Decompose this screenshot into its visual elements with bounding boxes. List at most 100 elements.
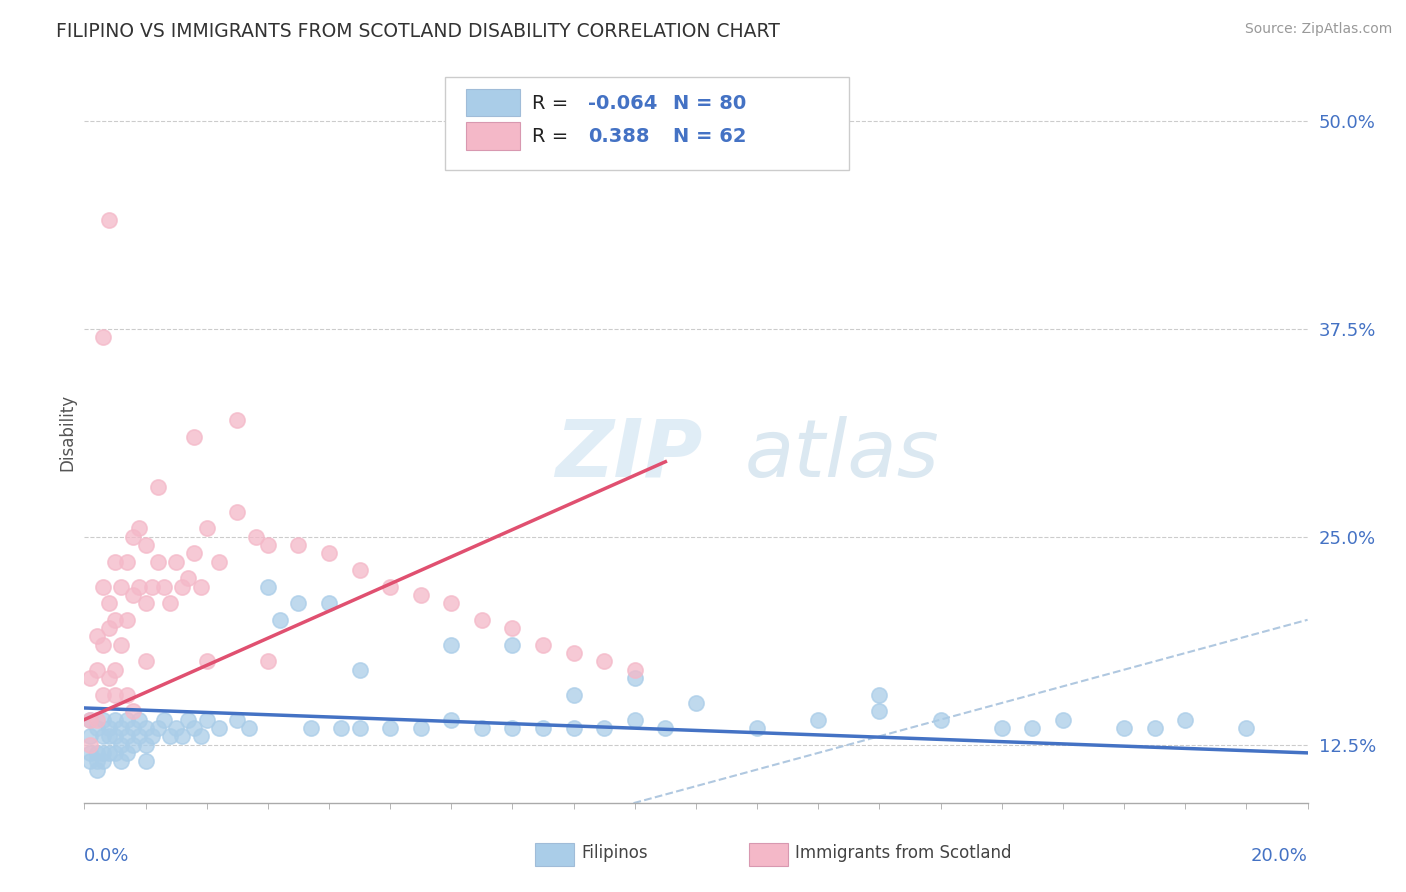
- Point: [287, 538, 309, 552]
- Point: [97, 729, 120, 743]
- Point: [115, 613, 138, 627]
- Point: [79, 713, 101, 727]
- Point: [624, 663, 647, 677]
- Text: N = 80: N = 80: [672, 94, 747, 112]
- Point: [1114, 721, 1136, 735]
- FancyBboxPatch shape: [446, 78, 849, 169]
- Point: [177, 713, 200, 727]
- Point: [110, 580, 132, 594]
- Point: [1021, 721, 1043, 735]
- Point: [97, 721, 120, 735]
- Point: [269, 613, 291, 627]
- Point: [172, 580, 194, 594]
- Point: [122, 530, 145, 544]
- Point: [654, 721, 676, 735]
- Point: [104, 746, 127, 760]
- Point: [115, 713, 138, 727]
- Point: [195, 713, 218, 727]
- Text: Filipinos: Filipinos: [581, 844, 648, 863]
- Point: [238, 721, 260, 735]
- Point: [562, 721, 585, 735]
- Point: [208, 721, 231, 735]
- Point: [86, 754, 108, 768]
- Point: [409, 721, 432, 735]
- Point: [929, 713, 952, 727]
- Point: [562, 646, 585, 660]
- Text: 0.388: 0.388: [588, 127, 650, 146]
- Point: [471, 613, 494, 627]
- Point: [226, 713, 249, 727]
- Point: [153, 713, 176, 727]
- Point: [531, 721, 554, 735]
- Point: [807, 713, 830, 727]
- Point: [104, 729, 127, 743]
- Point: [165, 721, 187, 735]
- Point: [91, 330, 114, 344]
- Point: [287, 596, 309, 610]
- FancyBboxPatch shape: [465, 89, 520, 117]
- Point: [318, 546, 340, 560]
- Point: [128, 521, 150, 535]
- Point: [1052, 713, 1074, 727]
- Point: [146, 721, 169, 735]
- Text: FILIPINO VS IMMIGRANTS FROM SCOTLAND DISABILITY CORRELATION CHART: FILIPINO VS IMMIGRANTS FROM SCOTLAND DIS…: [56, 22, 780, 41]
- Point: [141, 729, 163, 743]
- Text: R =: R =: [531, 94, 575, 112]
- Point: [440, 713, 463, 727]
- Point: [122, 738, 145, 752]
- Point: [502, 638, 524, 652]
- Point: [86, 721, 108, 735]
- Point: [195, 654, 218, 668]
- Point: [562, 688, 585, 702]
- Point: [104, 663, 127, 677]
- FancyBboxPatch shape: [748, 843, 787, 866]
- Point: [190, 580, 212, 594]
- Point: [122, 704, 145, 718]
- Point: [245, 530, 267, 544]
- Point: [226, 413, 249, 427]
- Point: [91, 746, 114, 760]
- Point: [135, 754, 157, 768]
- Point: [110, 738, 132, 752]
- Point: [409, 588, 432, 602]
- Point: [991, 721, 1014, 735]
- Point: [257, 538, 280, 552]
- Point: [159, 596, 181, 610]
- Point: [1234, 721, 1257, 735]
- Point: [869, 704, 891, 718]
- Point: [128, 729, 150, 743]
- Point: [330, 721, 353, 735]
- Point: [79, 738, 101, 752]
- Point: [141, 580, 163, 594]
- Point: [318, 596, 340, 610]
- Point: [86, 746, 108, 760]
- FancyBboxPatch shape: [465, 122, 520, 150]
- Point: [1174, 713, 1197, 727]
- Point: [115, 729, 138, 743]
- Text: ZIP: ZIP: [555, 416, 703, 494]
- Point: [471, 721, 494, 735]
- Point: [135, 596, 157, 610]
- Point: [86, 713, 108, 727]
- Point: [502, 721, 524, 735]
- Point: [624, 671, 647, 685]
- Point: [165, 555, 187, 569]
- Point: [128, 580, 150, 594]
- Point: [593, 721, 616, 735]
- Point: [349, 721, 371, 735]
- Point: [747, 721, 769, 735]
- Text: Immigrants from Scotland: Immigrants from Scotland: [794, 844, 1011, 863]
- Point: [79, 746, 101, 760]
- Point: [153, 580, 176, 594]
- Point: [135, 738, 157, 752]
- Point: [299, 721, 322, 735]
- Point: [115, 555, 138, 569]
- Point: [91, 754, 114, 768]
- Point: [226, 505, 249, 519]
- Point: [869, 688, 891, 702]
- Text: 0.0%: 0.0%: [84, 847, 129, 865]
- Point: [79, 754, 101, 768]
- Point: [115, 746, 138, 760]
- Text: atlas: atlas: [745, 416, 939, 494]
- Point: [380, 721, 402, 735]
